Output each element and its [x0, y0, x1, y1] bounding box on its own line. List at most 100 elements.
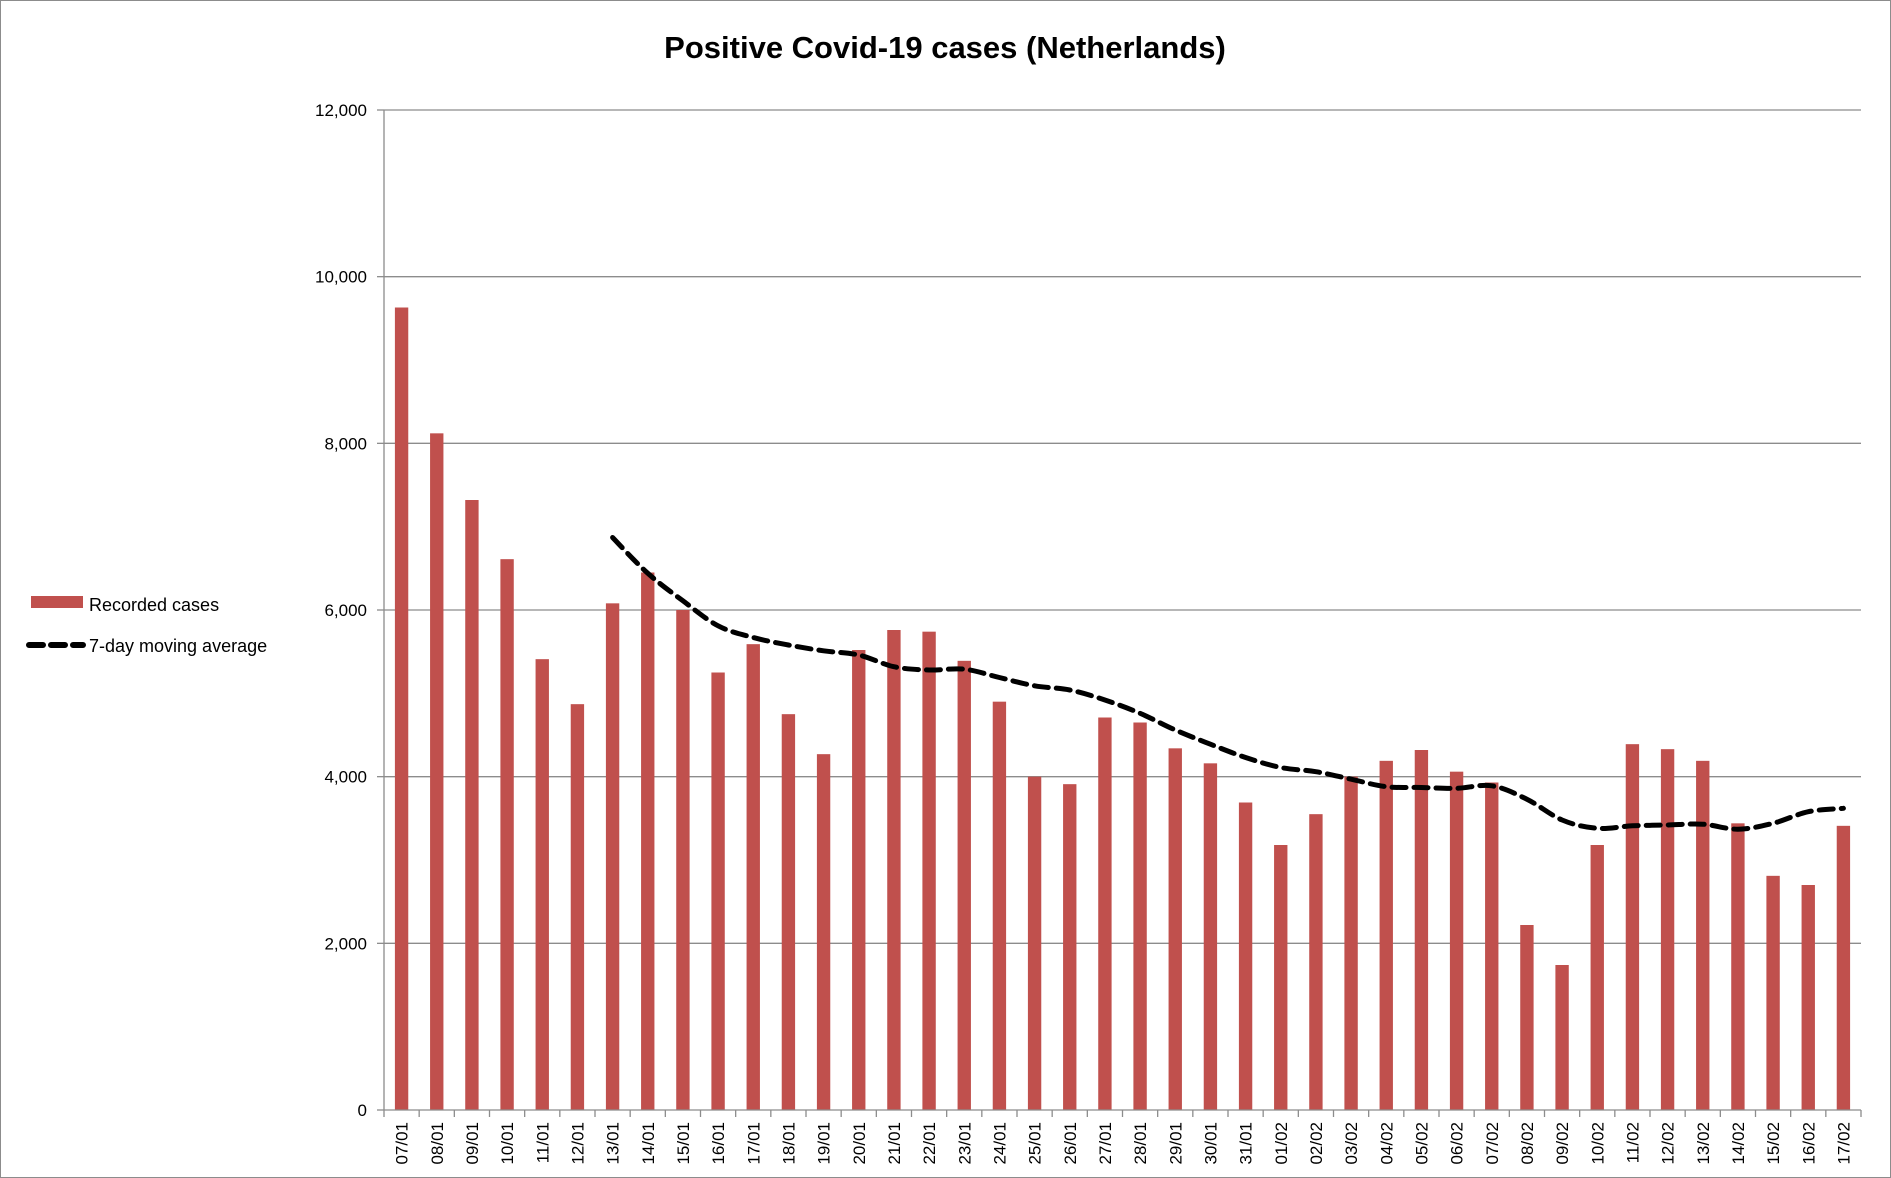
- bar: [1590, 845, 1604, 1110]
- y-axis-tick-labels: 0 2,000 4,000 6,000 8,000 10,000 12,000: [315, 101, 367, 1120]
- bar: [570, 704, 585, 1110]
- x-axis-tick-labels: 07/01 08/01 09/01 10/01 11/01 12/01 13/01 14/01…: [393, 1122, 1854, 1165]
- bar: [1027, 776, 1042, 1110]
- bar: [641, 572, 655, 1110]
- bar: [1274, 845, 1288, 1110]
- bar: [1555, 965, 1569, 1110]
- bar: [957, 660, 971, 1110]
- x-tick-label: 11/02: [1623, 1122, 1642, 1163]
- x-tick-label: 22/01: [920, 1122, 939, 1165]
- bar: [852, 650, 866, 1110]
- y-tick-label: 8,000: [324, 434, 367, 453]
- x-tick-label: 14/02: [1729, 1122, 1748, 1165]
- y-tick-label: 2,000: [324, 934, 367, 953]
- bar: [1801, 885, 1815, 1110]
- x-tick-label: 03/02: [1342, 1122, 1361, 1165]
- bar: [500, 559, 514, 1110]
- bar: [816, 754, 831, 1110]
- y-tick-label: 0: [358, 1101, 367, 1120]
- x-tick-label: 09/02: [1553, 1122, 1572, 1165]
- x-tick-label: 26/01: [1061, 1122, 1080, 1165]
- line-series-moving-average: [610, 535, 1846, 832]
- x-tick-label: 17/02: [1834, 1122, 1853, 1165]
- x-tick-label: 10/01: [498, 1122, 517, 1165]
- x-tick-label: 04/02: [1377, 1122, 1396, 1165]
- bar: [1696, 760, 1710, 1110]
- y-tick-label: 6,000: [324, 601, 367, 620]
- x-tick-label: 06/02: [1448, 1122, 1467, 1165]
- x-tick-label: 01/02: [1272, 1122, 1291, 1165]
- bar: [1238, 802, 1253, 1110]
- bar: [1203, 763, 1218, 1110]
- x-tick-label: 11/01: [533, 1122, 552, 1163]
- y-tick-label: 12,000: [315, 101, 367, 120]
- bar: [1098, 717, 1112, 1110]
- x-tick-label: 05/02: [1412, 1122, 1431, 1165]
- x-tick-label: 10/02: [1588, 1122, 1607, 1165]
- x-tick-label: 17/01: [744, 1122, 763, 1165]
- x-tick-label: 24/01: [990, 1122, 1009, 1165]
- bar: [746, 644, 760, 1110]
- legend-label-moving-average: 7-day moving average: [89, 636, 267, 656]
- x-tick-label: 25/01: [1026, 1122, 1045, 1165]
- x-tick-label: 12/01: [568, 1122, 587, 1165]
- x-tick-label: 18/01: [779, 1122, 798, 1165]
- bar: [1520, 925, 1534, 1110]
- x-tick-label: 23/01: [955, 1122, 974, 1165]
- bar: [1133, 722, 1147, 1110]
- bar: [1449, 771, 1464, 1110]
- x-tick-label: 21/01: [885, 1122, 904, 1165]
- chart-title: Positive Covid-19 cases (Netherlands): [664, 30, 1226, 65]
- bar: [1660, 749, 1675, 1110]
- bar: [465, 500, 479, 1110]
- x-tick-label: 09/01: [463, 1122, 482, 1165]
- bar: [1766, 875, 1780, 1110]
- bar: [1379, 760, 1393, 1110]
- x-tick-label: 16/02: [1799, 1122, 1818, 1165]
- x-tick-label: 13/02: [1694, 1122, 1713, 1165]
- x-tick-label: 31/01: [1237, 1122, 1256, 1165]
- legend-swatch-recorded-cases: [31, 596, 83, 608]
- x-tick-label: 16/01: [709, 1122, 728, 1165]
- bar: [430, 433, 444, 1110]
- bar: [1414, 750, 1429, 1110]
- gridlines: [384, 109, 1861, 944]
- bar-series-recorded-cases: [394, 307, 1851, 1110]
- x-tick-label: 15/01: [674, 1122, 693, 1165]
- x-tick-label: 19/01: [815, 1122, 834, 1165]
- bar: [1625, 744, 1640, 1110]
- x-tick-label: 08/02: [1518, 1122, 1537, 1165]
- x-tick-label: 07/02: [1483, 1122, 1502, 1165]
- x-tick-label: 28/01: [1131, 1122, 1150, 1165]
- x-tick-label: 07/01: [393, 1122, 412, 1165]
- y-tick-label: 10,000: [315, 268, 367, 287]
- x-tick-label: 15/02: [1764, 1122, 1783, 1165]
- x-tick-label: 30/01: [1201, 1122, 1220, 1165]
- bar: [922, 631, 936, 1110]
- bar: [781, 714, 796, 1110]
- x-tick-label: 14/01: [639, 1122, 658, 1165]
- bar: [535, 659, 549, 1110]
- x-tick-label: 02/02: [1307, 1122, 1326, 1165]
- bar: [1168, 748, 1182, 1110]
- bar: [1063, 784, 1077, 1110]
- bar: [992, 701, 1007, 1110]
- bar: [887, 630, 901, 1110]
- axes: [377, 109, 1862, 1117]
- x-tick-label: 29/01: [1166, 1122, 1185, 1165]
- x-tick-label: 13/01: [604, 1122, 623, 1165]
- bar: [1836, 825, 1851, 1110]
- y-tick-label: 4,000: [324, 768, 367, 787]
- x-tick-label: 20/01: [850, 1122, 869, 1165]
- bar: [1485, 782, 1499, 1110]
- x-tick-label: 08/01: [428, 1122, 447, 1165]
- x-tick-label: 27/01: [1096, 1122, 1115, 1165]
- legend: Recorded cases 7-day moving average: [26, 595, 267, 656]
- bar: [1731, 823, 1745, 1110]
- moving-average-line: [610, 535, 1846, 832]
- bar: [1309, 814, 1323, 1110]
- bar: [605, 603, 620, 1110]
- bar: [676, 610, 690, 1110]
